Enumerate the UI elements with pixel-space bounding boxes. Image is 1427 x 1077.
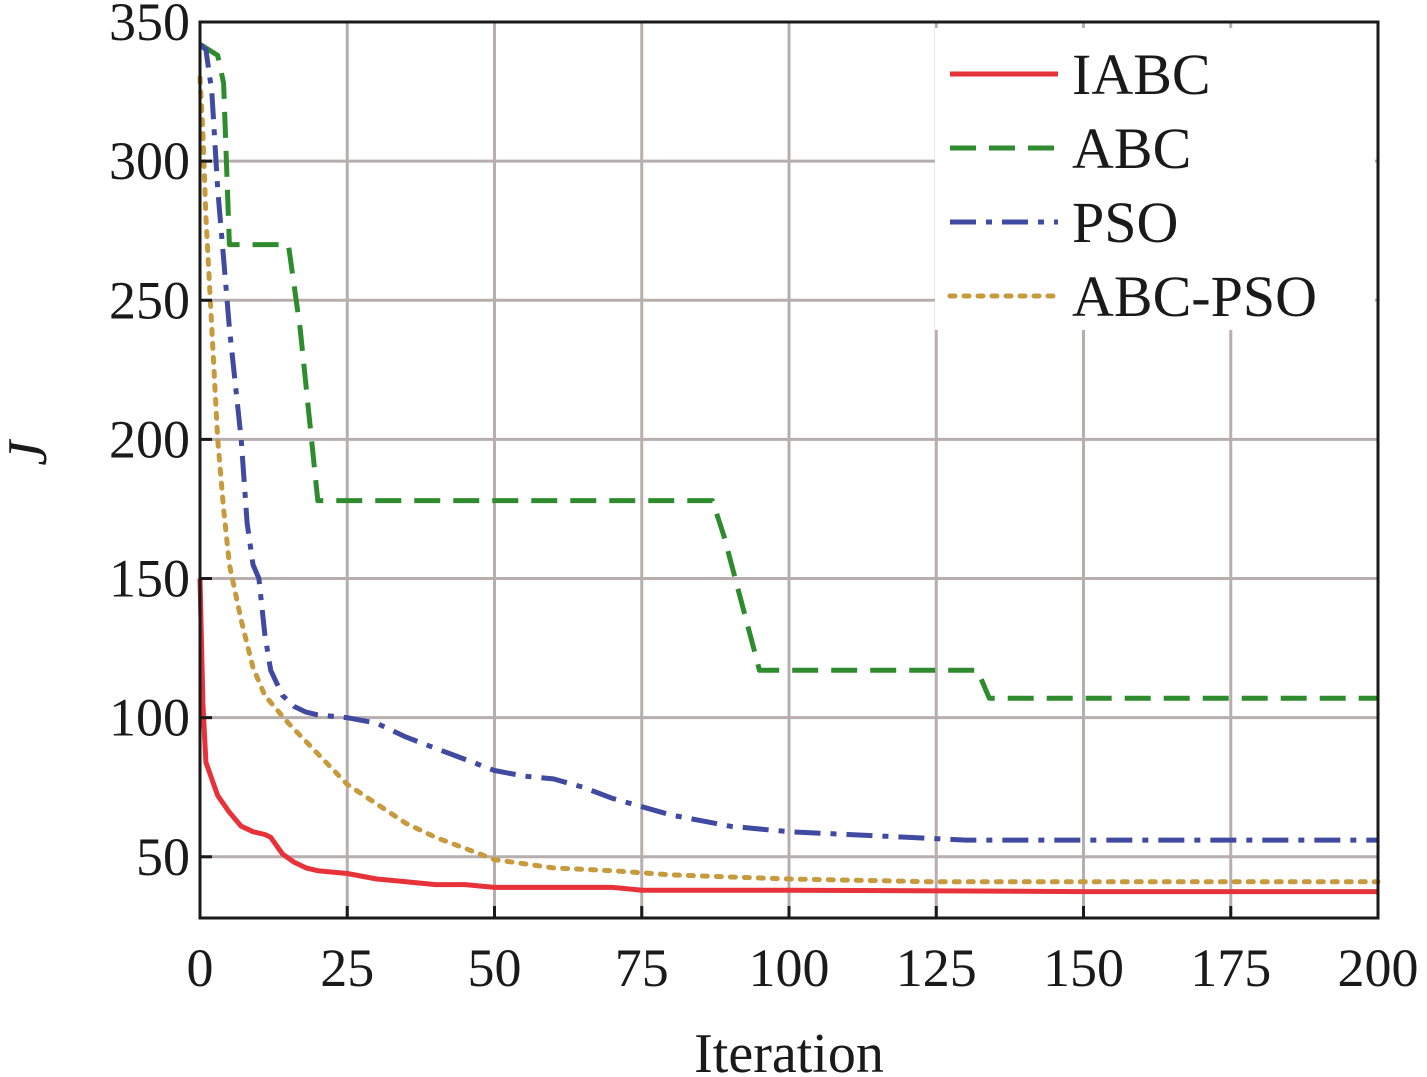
- x-tick-label-8: 200: [1338, 938, 1419, 998]
- legend-label-pso: PSO: [1072, 190, 1178, 255]
- x-axis-ticks: 0 25 50 75 100 125 150 175 200: [187, 906, 1419, 998]
- legend-label-abc-pso: ABC-PSO: [1072, 264, 1317, 329]
- y-tick-label-3: 200: [109, 409, 190, 469]
- y-tick-label-2: 150: [109, 549, 190, 609]
- x-axis-label: Iteration: [694, 1023, 884, 1077]
- series-line-pso: [198, 42, 1378, 843]
- x-tick-label-5: 125: [896, 938, 977, 998]
- series-line-abc-pso: [197, 75, 1381, 885]
- x-tick-label-6: 150: [1043, 938, 1124, 998]
- x-tick-label-4: 100: [749, 938, 830, 998]
- y-axis-label: J: [0, 438, 59, 466]
- x-tick-label-1: 25: [320, 938, 374, 998]
- y-axis-ticks: 50 100 150 200 250 300 350: [109, 0, 212, 887]
- legend-label-iabc: IABC: [1072, 42, 1211, 107]
- y-tick-label-5: 300: [109, 131, 190, 191]
- legend: IABC ABC PSO ABC-PSO: [935, 28, 1375, 330]
- series-line-abc: [198, 42, 1378, 701]
- series-layer: [197, 42, 1381, 895]
- plot-frame: [198, 20, 1380, 920]
- y-tick-label-6: 350: [109, 0, 190, 52]
- y-tick-label-1: 100: [109, 688, 190, 748]
- x-tick-label-2: 50: [468, 938, 522, 998]
- x-tick-label-7: 175: [1190, 938, 1271, 998]
- legend-label-abc: ABC: [1072, 116, 1191, 181]
- x-tick-label-0: 0: [187, 938, 214, 998]
- series-line-iabc: [197, 578, 1378, 895]
- y-tick-label-4: 250: [109, 270, 190, 330]
- y-tick-label-0: 50: [136, 827, 190, 887]
- x-tick-label-3: 75: [615, 938, 669, 998]
- legend-box: [935, 28, 1375, 330]
